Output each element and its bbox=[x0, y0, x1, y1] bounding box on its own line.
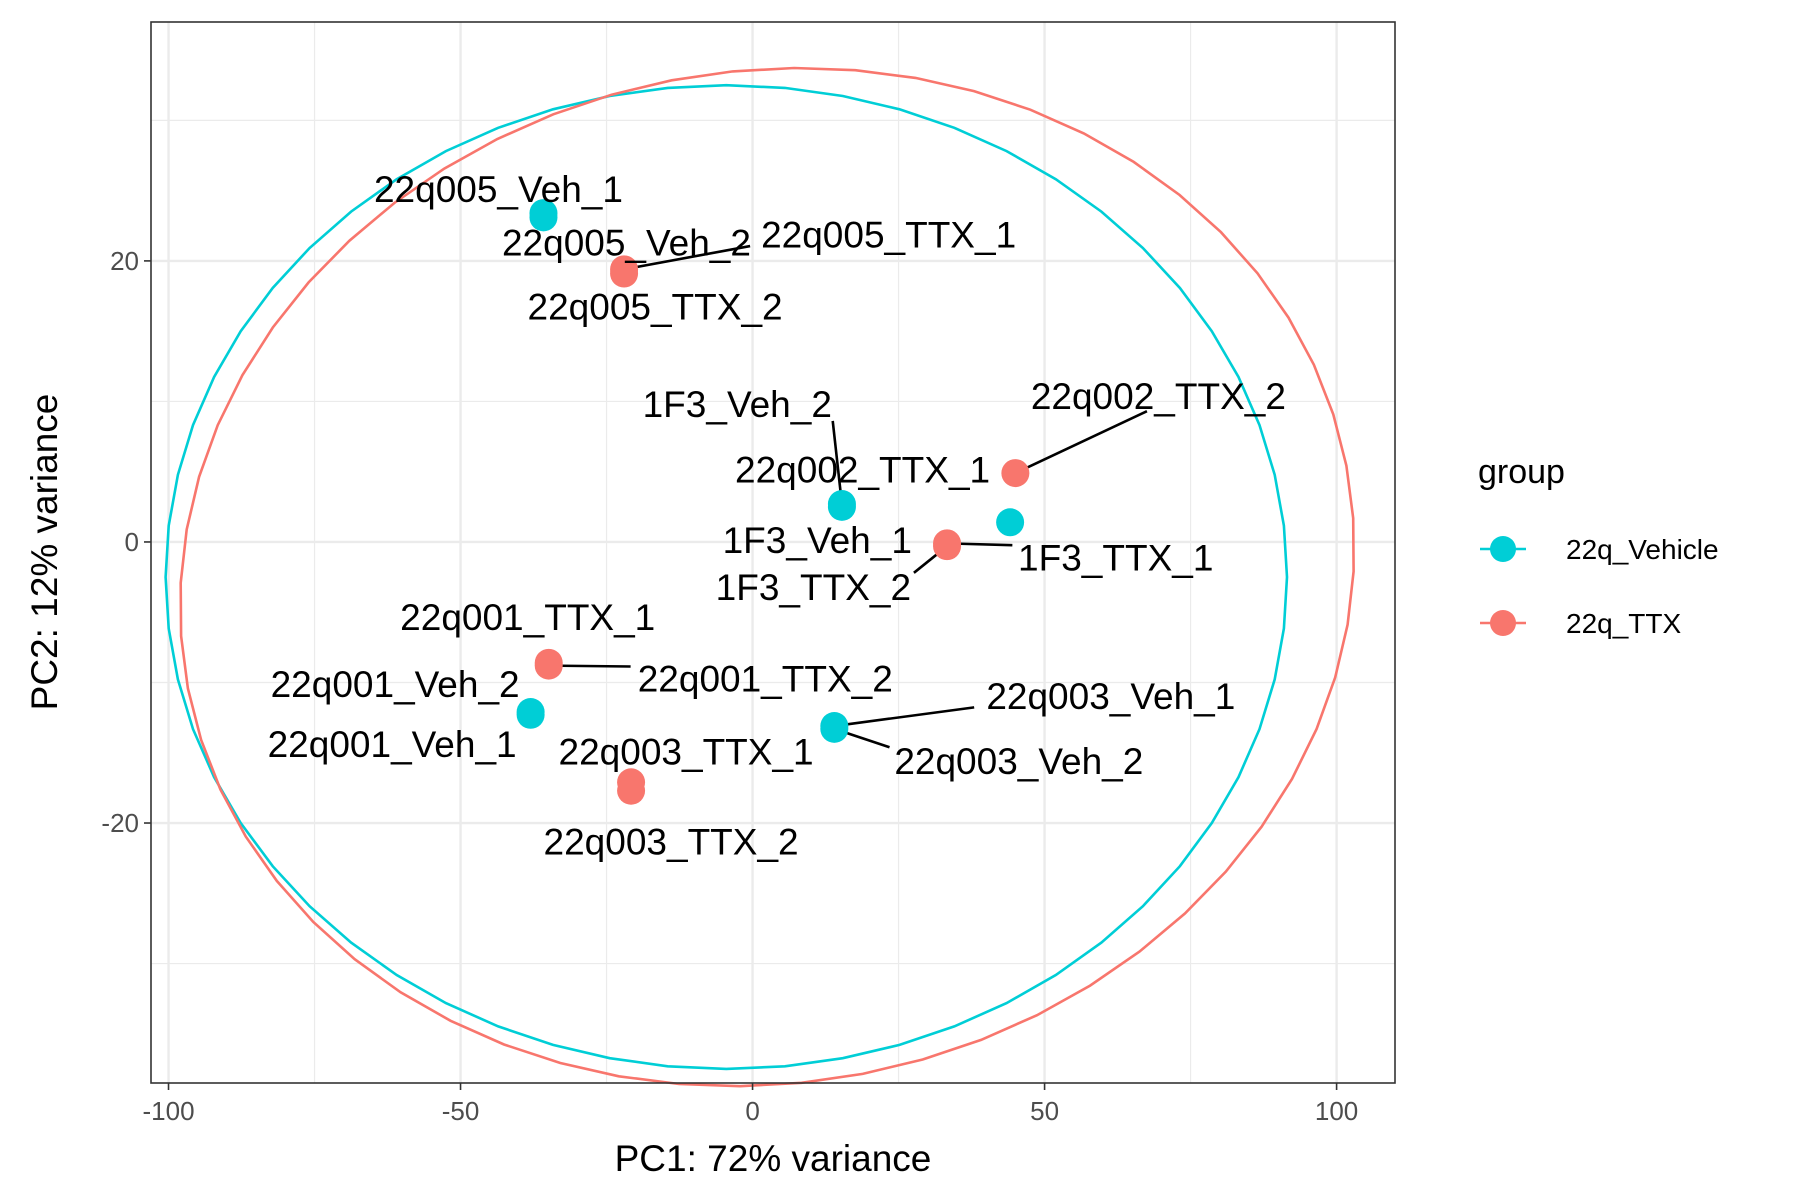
ellipse-22q_TTX bbox=[179, 66, 1355, 1088]
y-tick-label: -20 bbox=[101, 808, 139, 838]
label-1F3_Veh_2: 1F3_Veh_2 bbox=[643, 384, 832, 425]
panel-border bbox=[150, 21, 1396, 1084]
point-22q003_TTX_2 bbox=[617, 776, 646, 805]
ellipse-22q_Vehicle bbox=[164, 83, 1289, 1071]
legend-key-ttx bbox=[1480, 610, 1526, 636]
legend-title: group bbox=[1478, 453, 1565, 491]
point-labels: 22q005_Veh_1 22q005_Veh_2 1F3_Veh_2 1F3_Veh… bbox=[268, 169, 1286, 863]
point-22q002_TTX_2 bbox=[1001, 459, 1030, 488]
label-1F3_TTX_2: 1F3_TTX_2 bbox=[716, 567, 911, 608]
label-22q001_TTX_2: 22q001_TTX_2 bbox=[638, 659, 893, 700]
label-22q002_TTX_2: 22q002_TTX_2 bbox=[1031, 376, 1286, 417]
point-1F3_TTX_2 bbox=[933, 532, 962, 561]
legend-label-ttx: 22q_TTX bbox=[1566, 608, 1681, 639]
label-22q001_TTX_1: 22q001_TTX_1 bbox=[400, 597, 655, 638]
y-tick-label: 0 bbox=[125, 527, 139, 557]
x-axis-title: PC1: 72% variance bbox=[615, 1138, 932, 1179]
label-22q005_TTX_2: 22q005_TTX_2 bbox=[528, 287, 783, 328]
confidence-ellipses bbox=[164, 66, 1355, 1088]
point-22q002_TTX_1 bbox=[996, 508, 1025, 537]
label-22q001_Veh_1: 22q001_Veh_1 bbox=[268, 724, 517, 765]
connector-22q005_TTX_1 bbox=[623, 244, 751, 271]
point-22q005_TTX_2 bbox=[610, 259, 639, 288]
point-22q005_Veh_2 bbox=[529, 203, 558, 232]
label-22q005_TTX_1: 22q005_TTX_1 bbox=[761, 214, 1016, 255]
x-tick-label: 0 bbox=[745, 1096, 759, 1126]
label-22q005_Veh_2: 22q005_Veh_2 bbox=[502, 222, 751, 263]
label-22q002_TTX_1: 22q002_TTX_1 bbox=[735, 449, 990, 490]
grid-lines bbox=[151, 22, 1395, 1083]
label-22q003_TTX_1: 22q003_TTX_1 bbox=[559, 731, 814, 772]
label-1F3_Veh_1: 1F3_Veh_1 bbox=[723, 520, 912, 561]
label-22q003_Veh_2: 22q003_Veh_2 bbox=[894, 741, 1143, 782]
axis-ticks: -100 -50 0 50 100 -20 0 20 bbox=[101, 246, 1358, 1126]
connector-22q002_TTX_2 bbox=[1014, 410, 1148, 475]
point-22q001_TTX_2 bbox=[534, 651, 563, 680]
legend-point-ttx bbox=[1490, 610, 1516, 636]
panel-background bbox=[151, 22, 1395, 1083]
label-22q001_Veh_2: 22q001_Veh_2 bbox=[271, 664, 520, 705]
y-tick-label: 20 bbox=[110, 246, 139, 276]
connector-22q003_Veh_1 bbox=[834, 706, 975, 728]
label-22q003_TTX_2: 22q003_TTX_2 bbox=[544, 822, 799, 863]
legend-point-vehicle bbox=[1490, 536, 1516, 562]
x-tick-label: -50 bbox=[442, 1096, 480, 1126]
x-tick-label: 50 bbox=[1030, 1096, 1059, 1126]
x-tick-label: -100 bbox=[142, 1096, 194, 1126]
legend: group 22q_Vehicle 22q_TTX bbox=[1478, 453, 1719, 639]
label-22q003_Veh_1: 22q003_Veh_1 bbox=[986, 676, 1235, 717]
legend-key-vehicle bbox=[1480, 536, 1526, 562]
x-tick-label: 100 bbox=[1315, 1096, 1358, 1126]
y-axis-title: PC2: 12% variance bbox=[24, 394, 65, 711]
point-22q001_Veh_1 bbox=[516, 700, 545, 729]
label-22q005_Veh_1: 22q005_Veh_1 bbox=[374, 169, 623, 210]
point-22q003_Veh_2 bbox=[820, 714, 849, 743]
legend-label-vehicle: 22q_Vehicle bbox=[1566, 534, 1719, 565]
label-1F3_TTX_1: 1F3_TTX_1 bbox=[1018, 537, 1213, 578]
data-points bbox=[516, 199, 1030, 805]
point-1F3_Veh_1 bbox=[827, 492, 856, 521]
